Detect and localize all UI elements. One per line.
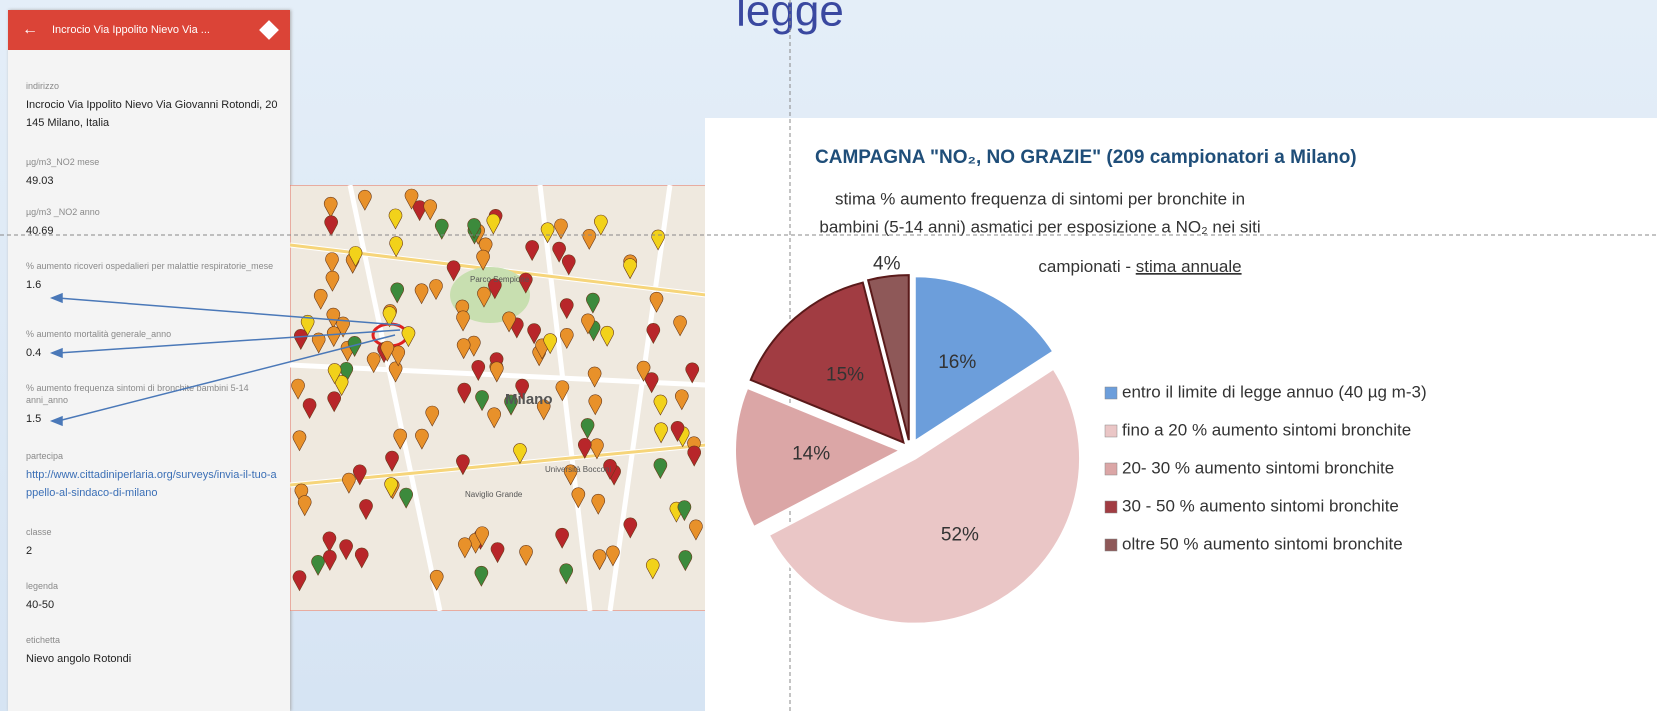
chart-subtitle: campionati - stima annuale (1038, 257, 1241, 276)
legend-label: entro il limite di legge annuo (40 µg m-… (1122, 382, 1427, 401)
page: ← Incrocio Via Ippolito Nievo Via ... in… (0, 0, 1657, 711)
legend-swatch (1105, 539, 1117, 551)
legend-label: 20- 30 % aumento sintomi bronchite (1122, 458, 1394, 477)
data-label: 14% (792, 444, 830, 465)
legend-swatch (1105, 425, 1117, 437)
data-label: 4% (873, 253, 901, 274)
subtitle-underlined: stima annuale (1136, 257, 1242, 276)
legend-swatch (1105, 463, 1117, 475)
legend-label: oltre 50 % aumento sintomi bronchite (1122, 534, 1403, 553)
subtitle-part: campionati - (1038, 257, 1135, 276)
legend-swatch (1105, 387, 1117, 399)
chart-subtitle: stima % aumento frequenza di sintomi per… (835, 189, 1245, 208)
data-label: 15% (826, 364, 864, 385)
chart-title: CAMPAGNA "NO₂, NO GRAZIE" (209 campionat… (815, 147, 1357, 168)
chart-subtitle: bambini (5-14 anni) asmatici per esposiz… (819, 217, 1260, 236)
legend-label: 30 - 50 % aumento sintomi bronchite (1122, 496, 1399, 515)
data-label: 52% (941, 524, 979, 545)
legend-swatch (1105, 501, 1117, 513)
legend-label: fino a 20 % aumento sintomi bronchite (1122, 420, 1411, 439)
chart: legge CAMPAGNA "NO₂, NO GRAZIE" (209 cam… (0, 0, 1657, 711)
data-label: 16% (938, 352, 976, 373)
arrows (52, 294, 400, 425)
